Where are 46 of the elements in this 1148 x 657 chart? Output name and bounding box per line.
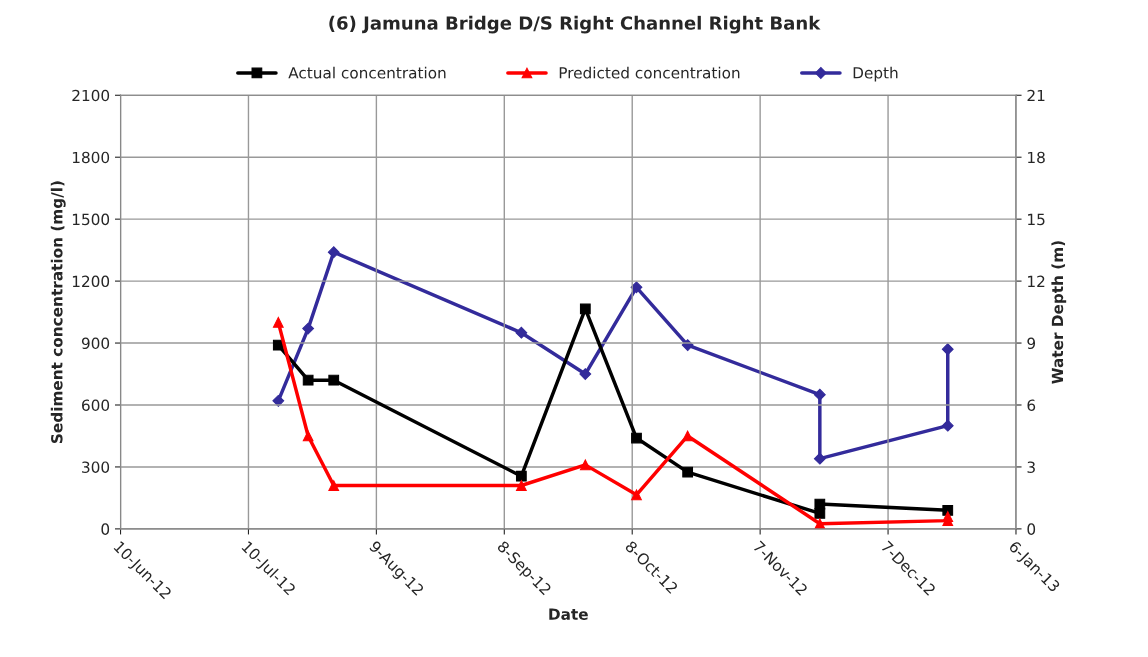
point	[579, 303, 591, 315]
point	[813, 388, 826, 401]
y-axis-title: Sediment concentration (mg/l)	[50, 181, 66, 444]
point	[579, 459, 591, 471]
y2-tick-label: 15	[1028, 213, 1045, 226]
point	[302, 374, 314, 386]
chart-title: (6) Jamuna Bridge D/S Right Channel Right Bank	[329, 15, 821, 34]
point	[272, 317, 284, 328]
y-tick-label: 900	[81, 337, 110, 350]
y2-tick-label: 3	[1027, 461, 1035, 473]
y2-tick-label: 21	[1027, 89, 1045, 102]
y-tick-label: 1800	[72, 151, 110, 164]
point	[814, 508, 826, 519]
point	[515, 480, 527, 491]
point	[579, 368, 592, 380]
point	[631, 432, 642, 444]
point	[327, 246, 340, 259]
point	[814, 498, 826, 510]
y-tick-label: 0	[101, 523, 110, 535]
y-tick-label: 1500	[72, 213, 110, 226]
y-tick-label: 2100	[72, 89, 110, 102]
point	[515, 326, 528, 339]
point	[328, 374, 340, 386]
y2-tick-label: 0	[1027, 523, 1036, 535]
point	[630, 281, 643, 294]
point	[631, 489, 642, 501]
y2-tick-label: 6	[1027, 399, 1036, 412]
legend-label: Depth	[853, 66, 898, 82]
point	[515, 470, 527, 482]
point	[942, 511, 954, 522]
y-tick-label: 300	[82, 461, 110, 473]
y2-tick-label: 18	[1028, 151, 1045, 164]
y2-tick-label: 9	[1027, 337, 1036, 350]
y2-tick-label: 12	[1028, 275, 1045, 287]
y2-axis-title: Water Depth (m)	[1051, 241, 1067, 384]
y-tick-label: 1200	[72, 275, 110, 288]
y-tick-label: 600	[82, 399, 110, 412]
legend-label: Predicted concentration	[559, 66, 740, 79]
point	[942, 504, 954, 516]
point	[302, 322, 315, 335]
point	[682, 430, 694, 442]
point	[682, 466, 694, 478]
point	[302, 430, 314, 442]
point	[328, 480, 340, 491]
legend-label: Actual concentration	[288, 66, 446, 79]
x-axis-title: Date	[549, 608, 588, 620]
